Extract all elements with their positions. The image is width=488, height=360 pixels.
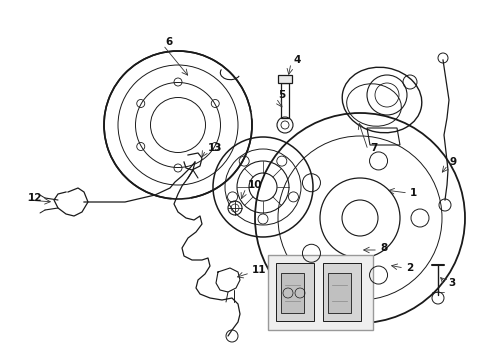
- Text: 7: 7: [369, 143, 377, 153]
- Polygon shape: [323, 263, 360, 321]
- Text: 10: 10: [247, 180, 262, 190]
- Text: 5: 5: [278, 90, 285, 100]
- Text: 12: 12: [28, 193, 42, 203]
- Polygon shape: [327, 273, 350, 313]
- Polygon shape: [281, 273, 304, 313]
- Text: 3: 3: [447, 278, 454, 288]
- Polygon shape: [275, 263, 313, 321]
- Polygon shape: [278, 75, 291, 83]
- Text: 8: 8: [379, 243, 386, 253]
- Bar: [267, 255, 372, 330]
- Text: 6: 6: [164, 37, 172, 47]
- Text: 2: 2: [405, 263, 412, 273]
- Text: 9: 9: [449, 157, 456, 167]
- Text: 11: 11: [251, 265, 266, 275]
- Text: 13: 13: [207, 143, 222, 153]
- Text: 1: 1: [409, 188, 416, 198]
- Text: 4: 4: [292, 55, 300, 65]
